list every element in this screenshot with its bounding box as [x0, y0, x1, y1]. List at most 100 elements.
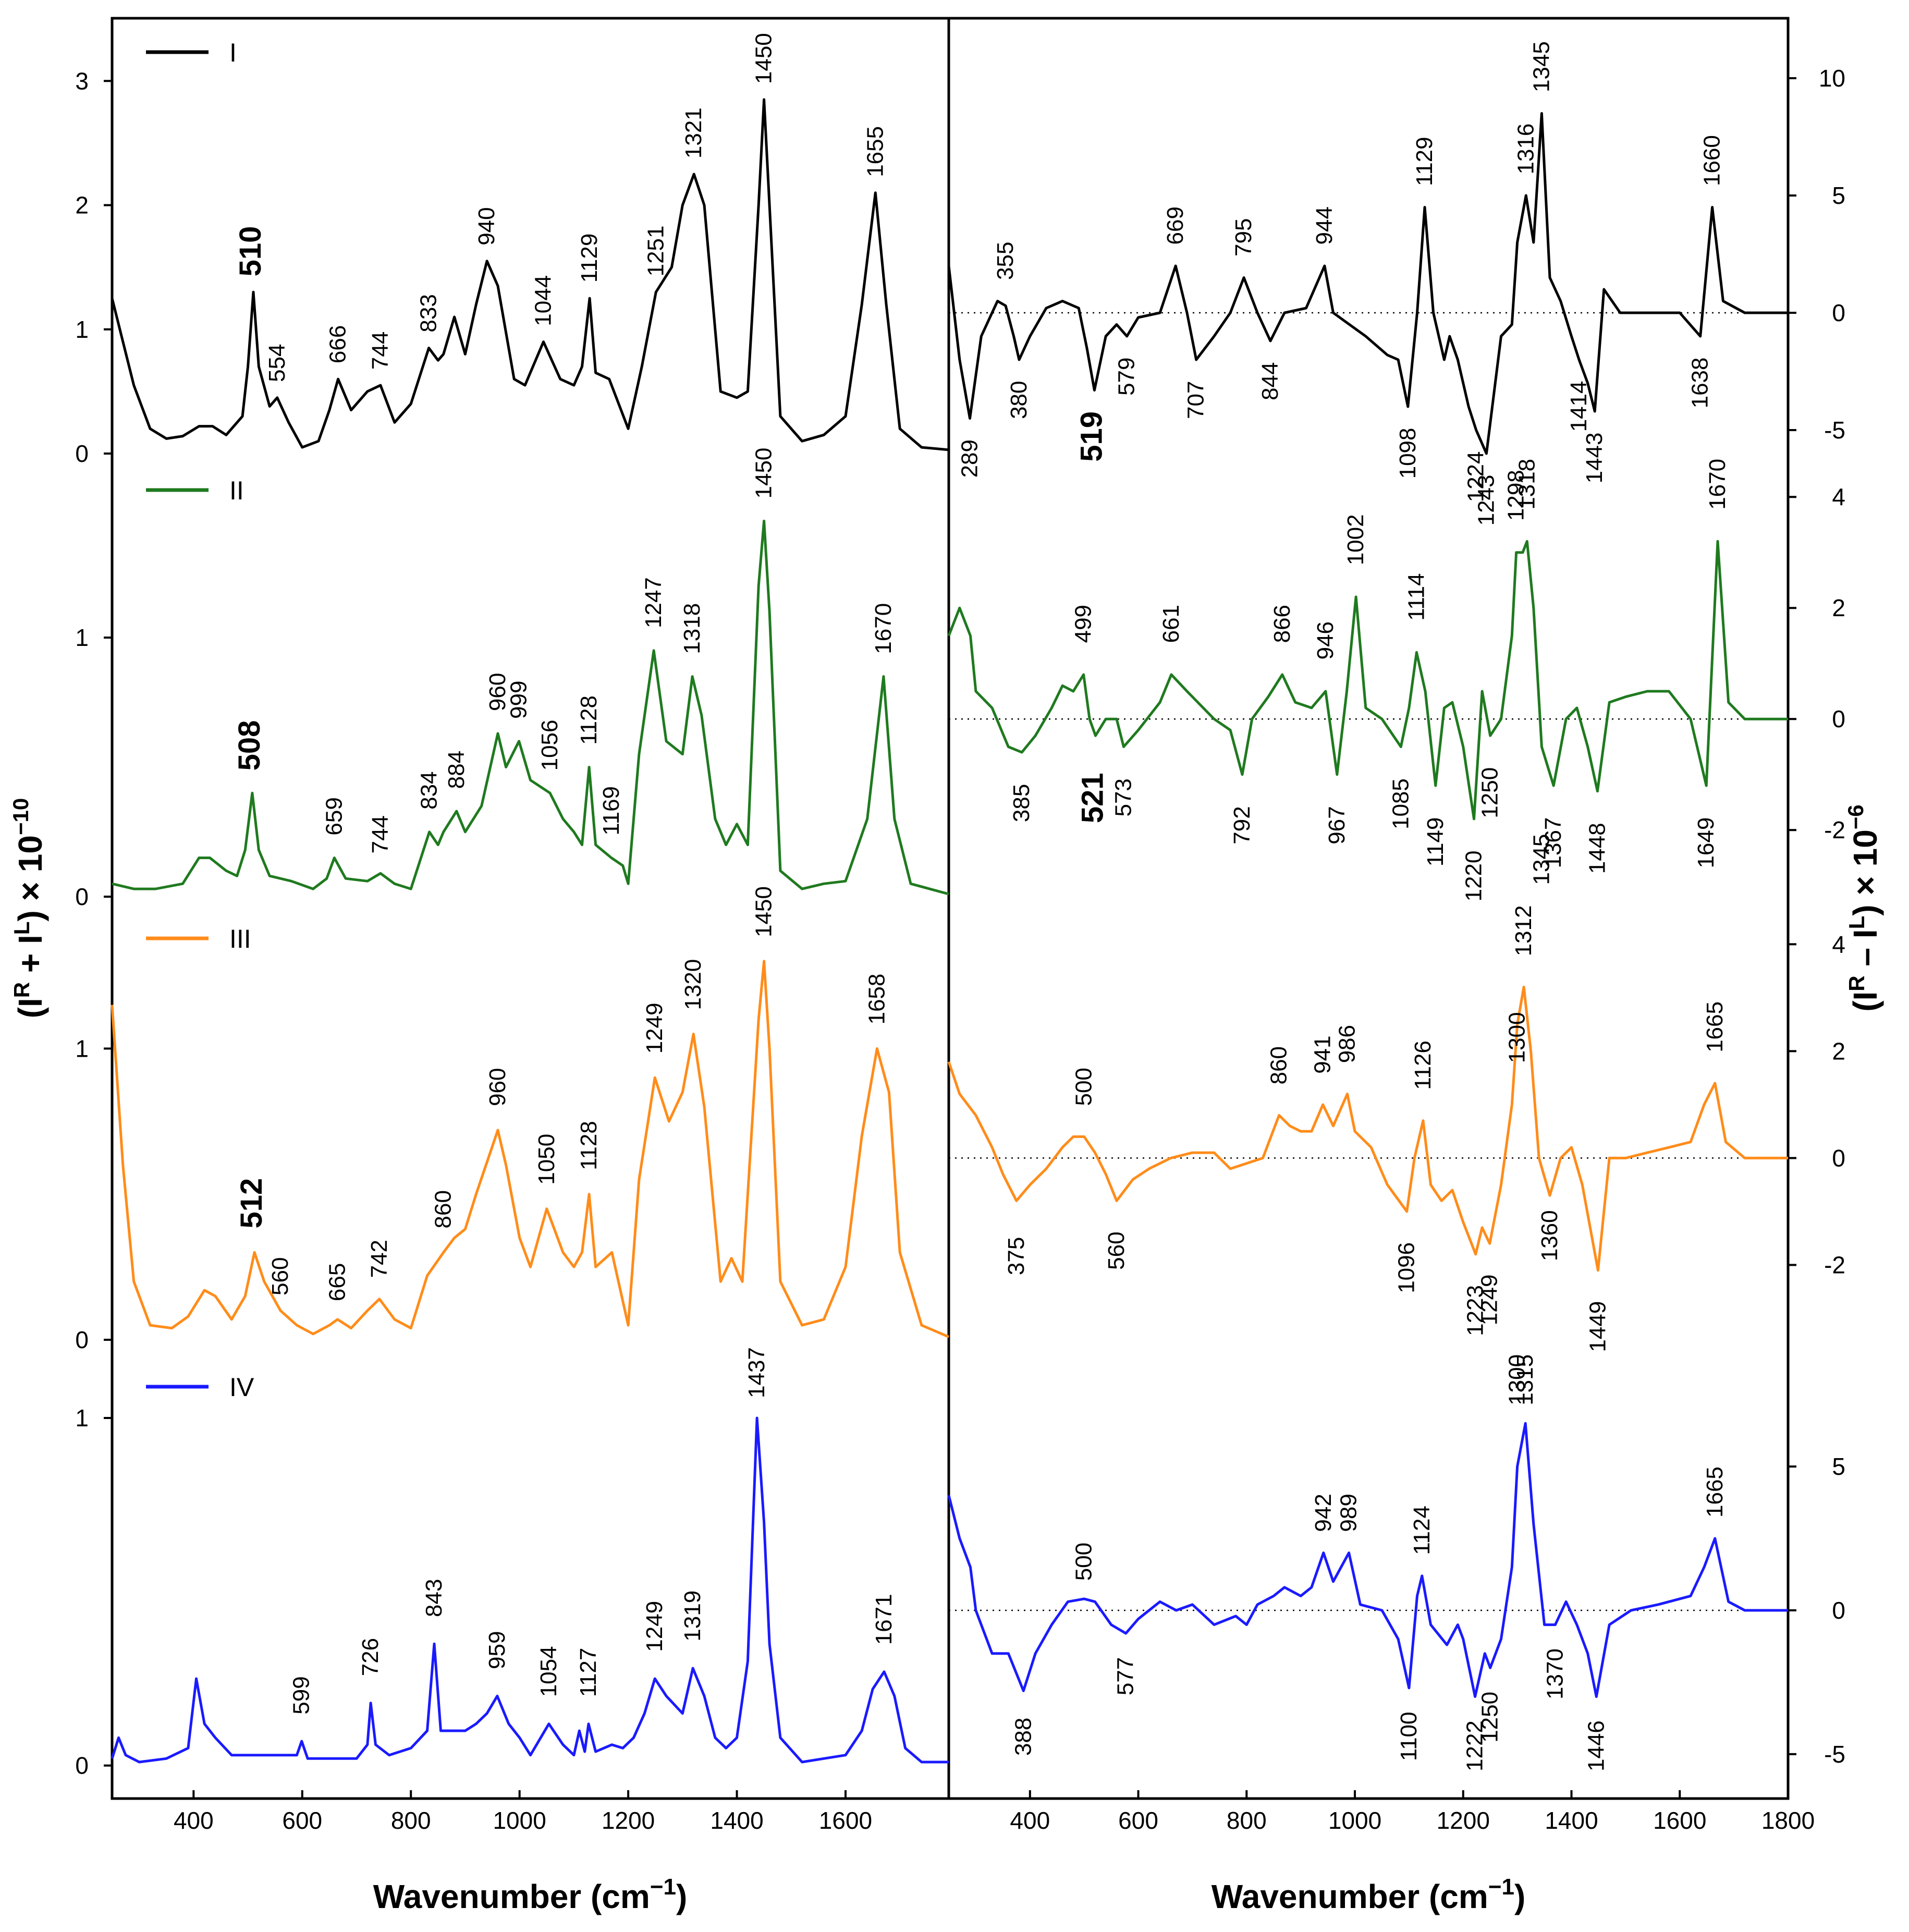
panel-i-roa-peak-label-neg: 1414 [1566, 381, 1592, 432]
panel-iv-raman-y-tick-label: 0 [75, 1752, 89, 1779]
panel-iii-roa-peak-label-pos: 500 [1071, 1068, 1097, 1106]
panel-ii-raman-peak-label: 1247 [641, 577, 666, 628]
panel-ii-raman-peak-label: 999 [506, 681, 532, 719]
panel-i-roa-peak-label-pos: 1660 [1699, 135, 1725, 186]
panel-iii-roa-peak-label-neg: 560 [1104, 1231, 1129, 1269]
panel-iv-raman-peak-label: 959 [484, 1631, 510, 1669]
x-tick-label-right: 1600 [1653, 1807, 1706, 1834]
panel-ii-raman-y-tick-label: 1 [75, 624, 89, 651]
panel-iv-roa-peak-label-pos: 1315 [1512, 1354, 1538, 1405]
panel-ii-raman-peak-label: 1450 [751, 448, 777, 499]
panel-i-raman-peak-label: 1044 [531, 275, 556, 326]
panel-i-roa-peak-label-neg: 707 [1183, 381, 1209, 419]
panel-iv-raman-peak-label: 1319 [680, 1591, 705, 1642]
panel-iv-raman-peak-label: 1671 [871, 1594, 897, 1645]
panel-ii-roa-line [947, 540, 1788, 821]
panel-iii-raman-peak-label: 665 [325, 1263, 350, 1301]
panel-ii-roa-peak-label-neg: 792 [1229, 806, 1255, 844]
panel-i-raman-y-tick-label: 0 [75, 440, 89, 467]
panel-ii-roa-peak-label-neg: 1448 [1584, 823, 1610, 874]
panel-i-roa-peak-label-pos: 1316 [1513, 124, 1538, 175]
panel-i-roa-peak-label-neg: 1224 [1463, 451, 1489, 503]
panel-iii-raman-peak-label: 742 [366, 1240, 392, 1278]
panel-ii-raman-peak-label: 1169 [598, 786, 624, 836]
panel-i-roa-peak-label-pos: 795 [1231, 218, 1256, 256]
panel-iv-roa-peak-label-neg: 1250 [1477, 1692, 1503, 1743]
panel-i-raman-peak-label: 1450 [751, 33, 777, 84]
panel-ii-roa-peak-label-neg: 521 [1076, 773, 1110, 823]
x-tick-label-right: 1400 [1545, 1807, 1598, 1834]
panel-iii-roa-peak-label-neg: 375 [1004, 1237, 1029, 1275]
panel-iv-roa-peak-label-neg: 577 [1113, 1657, 1139, 1695]
panel-ii-roa-peak-label-pos: 1114 [1403, 573, 1429, 620]
panel-i-roa-peak-label-pos: 944 [1312, 206, 1337, 244]
panel-iv-raman-peak-label: 726 [358, 1638, 383, 1676]
panel-iv-roa-y-tick-label: 5 [1832, 1453, 1845, 1480]
panel-i-roa-y-tick-label: 0 [1832, 299, 1845, 326]
panel-iv-raman-peak-label: 1054 [536, 1646, 561, 1697]
panel-iii-roa-peak-label-neg: 1096 [1394, 1242, 1419, 1293]
panel-iii-roa-y-tick-label: 0 [1832, 1144, 1845, 1171]
panel-ii-raman-peak-label: 1128 [576, 695, 602, 745]
panel-iv-roa-peak-label-pos: 942 [1311, 1494, 1336, 1532]
panel-i-roa-peak-label-neg: 1098 [1395, 428, 1421, 479]
panel-ii-roa-peak-label-neg: 1085 [1388, 778, 1413, 829]
panel-i-raman-peak-label: 666 [325, 325, 351, 363]
x-tick-label-left: 1000 [493, 1807, 546, 1834]
panel-ii-legend-label: II [229, 476, 244, 505]
panel-iv-roa-peak-label-pos: 989 [1336, 1494, 1362, 1532]
panel-ii-roa-peak-label-pos: 661 [1158, 605, 1184, 643]
x-tick-label-left: 600 [282, 1807, 322, 1834]
panel-ii-roa-peak-label-neg: 1367 [1540, 817, 1566, 869]
panel-iv-roa-peak-label-neg: 1100 [1396, 1712, 1422, 1762]
panel-iii-roa-y-tick-label: 2 [1832, 1037, 1845, 1065]
panel-iii-roa-peak-label-pos: 1312 [1511, 905, 1536, 956]
panel-iii-raman-peak-label: 1658 [864, 974, 889, 1025]
panel-ii-raman-peak-label: 1056 [537, 720, 562, 771]
y-axis-title-left: (IR + IL) × 10−10 [8, 798, 49, 1019]
x-axis-title-left: Wavenumber (cm−1) [373, 1874, 688, 1915]
panel-iii-roa-peak-label-pos: 1126 [1410, 1041, 1436, 1090]
panel-iv-raman-peak-label: 843 [421, 1579, 447, 1617]
panel-ii-roa-y-tick-label: 2 [1832, 594, 1845, 621]
x-tick-label-left: 1600 [819, 1807, 872, 1834]
x-tick-label-left: 1400 [710, 1807, 763, 1834]
panel-iv-raman-peak-label: 1437 [744, 1347, 769, 1398]
panel-i-roa-peak-label-neg: 1243 [1473, 475, 1499, 526]
panel-iii-roa-line [947, 985, 1788, 1272]
panel-i-roa-peak-label-neg: 519 [1074, 411, 1108, 462]
panel-iii-roa-peak-label-neg: 1360 [1537, 1210, 1562, 1261]
panel-i-roa-peak-label-neg: 579 [1114, 358, 1140, 396]
x-tick-label-right: 1200 [1437, 1807, 1490, 1834]
panel-ii-raman-y-tick-label: 0 [75, 883, 89, 910]
panel-iii-legend-label: III [229, 924, 251, 953]
panel-i-roa-peak-label-pos: 355 [993, 242, 1018, 280]
panel-i-raman-peak-label: 1251 [643, 226, 668, 277]
panel-iii-raman-peak-label: 860 [431, 1190, 456, 1228]
panel-i-roa-line [947, 112, 1788, 455]
panel-ii-roa-peak-label-pos: 866 [1269, 605, 1295, 643]
x-tick-label-right: 1000 [1328, 1807, 1381, 1834]
y-axis-title-right: (IR – IL) × 10−6 [1843, 804, 1884, 1011]
panel-ii-raman-peak-label: 508 [232, 720, 266, 771]
panel-iii-raman-peak-label: 1249 [642, 1002, 667, 1054]
panel-i-raman-peak-label: 1129 [577, 234, 602, 283]
panel-i-roa-peak-label-neg: 1443 [1582, 433, 1607, 484]
panel-iv-roa-peak-label-neg: 1222 [1462, 1720, 1488, 1771]
panel-iii-roa-peak-label-pos: 1665 [1702, 1001, 1728, 1053]
panel-iii-roa-peak-label-neg: 1223 [1463, 1285, 1488, 1336]
panel-i-roa-peak-label-neg: 289 [957, 439, 983, 478]
panel-ii-raman-peak-label: 744 [368, 815, 393, 853]
x-tick-label-right: 600 [1118, 1807, 1158, 1834]
panel-ii-raman-peak-label: 1670 [871, 603, 896, 654]
panel-ii-roa-peak-label-pos: 1002 [1343, 514, 1368, 565]
panel-i-roa-peak-label-pos: 669 [1162, 206, 1188, 244]
panel-i-raman-peak-label: 1321 [681, 107, 706, 158]
panel-i-raman-y-tick-label: 2 [75, 192, 89, 219]
panel-iii-roa-y-tick-label: 4 [1832, 931, 1845, 958]
panel-iv-roa-peak-label-pos: 500 [1071, 1543, 1097, 1581]
x-axis-title-right: Wavenumber (cm−1) [1212, 1874, 1526, 1915]
panel-ii-roa-peak-label-pos: 1670 [1705, 459, 1730, 510]
